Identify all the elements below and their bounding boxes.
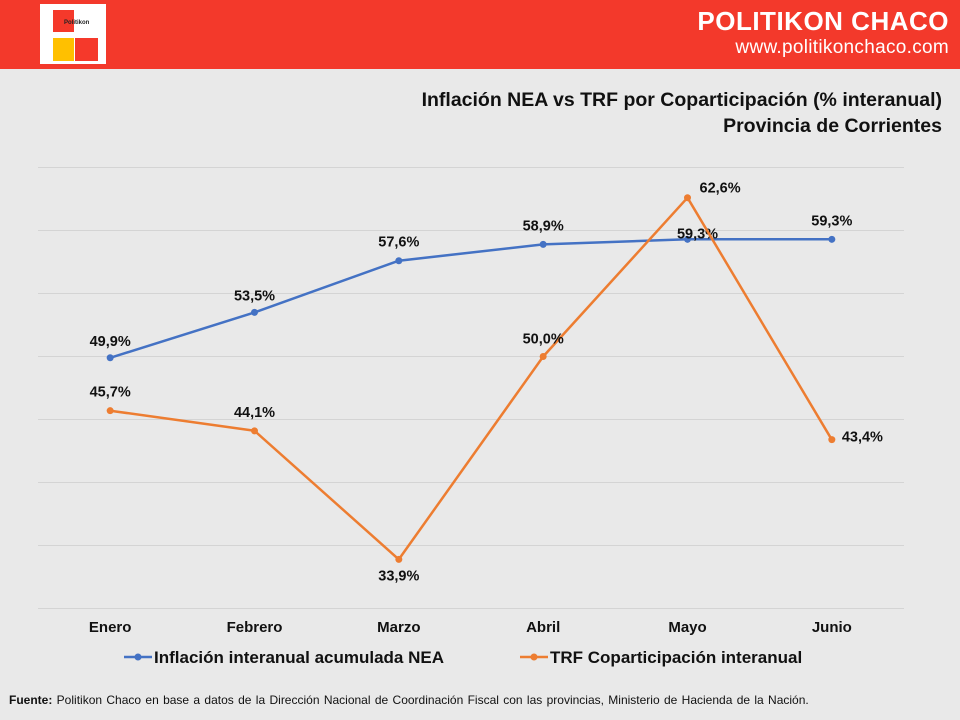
data-point <box>684 235 691 243</box>
data-point <box>251 427 258 435</box>
chart-subtitle: Provincia de Corrientes <box>723 115 942 137</box>
brand-block: POLITIKON CHACO www.politikonchaco.com <box>697 6 949 60</box>
data-label: 44,1% <box>234 405 275 421</box>
x-tick-label: Abril <box>526 619 560 636</box>
x-tick-label: Marzo <box>377 619 420 636</box>
source-label: Fuente: <box>9 693 53 707</box>
source-note: Fuente: Politikon Chaco en base a datos … <box>9 693 809 707</box>
data-point <box>251 308 258 316</box>
logo-square-red-2 <box>75 38 98 61</box>
x-tick-label: Junio <box>812 619 852 636</box>
logo-text: Politikon <box>64 20 90 26</box>
logo-square-white <box>75 10 98 32</box>
logo-square-yellow <box>53 38 74 61</box>
x-tick-label: Febrero <box>227 619 283 636</box>
data-label: 59,3% <box>811 213 852 229</box>
data-label: 62,6% <box>700 181 741 197</box>
chart-title-block: Inflación NEA vs TRF por Coparticipación… <box>422 87 942 139</box>
data-label: 53,5% <box>234 288 275 304</box>
data-point <box>106 354 114 362</box>
data-label: 50,0% <box>523 332 564 348</box>
source-text: Politikon Chaco en base a datos de la Di… <box>52 693 809 707</box>
data-point <box>828 436 836 444</box>
brand-name: POLITIKON CHACO <box>697 6 949 36</box>
data-label: 49,9% <box>90 334 131 350</box>
data-label: 43,4% <box>842 430 883 446</box>
header-bar: Politikon POLITIKON CHACO www.politikonc… <box>0 0 960 69</box>
chart-title: Inflación NEA vs TRF por Coparticipación… <box>421 89 942 111</box>
data-point <box>539 353 547 360</box>
x-tick-label: Mayo <box>668 619 706 636</box>
x-tick-label: Enero <box>89 619 132 636</box>
data-point <box>395 257 403 265</box>
data-point <box>539 240 547 248</box>
legend-marker <box>530 653 538 661</box>
data-point <box>828 235 836 243</box>
logo-square-red <box>53 10 74 32</box>
data-label: 45,7% <box>90 385 131 401</box>
series-line <box>110 196 833 561</box>
brand-url: www.politikonchaco.com <box>735 37 949 58</box>
legend-marker <box>134 653 142 661</box>
data-label: 57,6% <box>378 235 419 251</box>
legend-label: TRF Coparticipación interanual <box>550 648 802 667</box>
politikon-logo: Politikon <box>40 4 106 64</box>
data-label: 33,9% <box>378 568 419 584</box>
data-point <box>106 407 114 415</box>
data-point <box>684 194 691 202</box>
legend-label: Inflación interanual acumulada NEA <box>154 648 444 667</box>
data-label: 58,9% <box>523 218 564 234</box>
data-point <box>395 555 403 563</box>
